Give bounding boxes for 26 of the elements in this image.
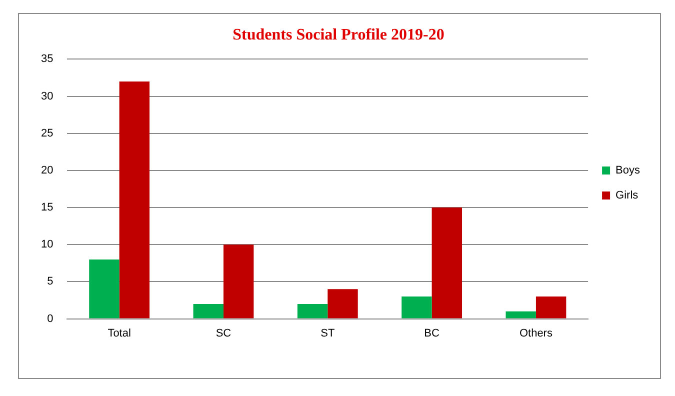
- legend-label: Boys: [616, 164, 640, 177]
- bar: [536, 296, 566, 318]
- y-tick-label: 20: [40, 164, 54, 176]
- x-tick-label: BC: [424, 327, 440, 340]
- y-tick-label: 15: [40, 202, 54, 214]
- bar: [402, 296, 432, 318]
- x-tick-label: SC: [216, 327, 232, 340]
- legend-label: Girls: [616, 190, 639, 202]
- chart-title: Students Social Profile 2019-20: [232, 26, 444, 44]
- x-tick-label: Total: [108, 327, 131, 340]
- y-tick-label: 0: [47, 312, 54, 325]
- bar: [223, 244, 254, 318]
- y-tick-label: 30: [40, 90, 54, 102]
- y-tick-label: 5: [47, 276, 54, 288]
- bar: [328, 289, 358, 318]
- y-tick-label: 35: [40, 53, 54, 66]
- y-tick-label: 25: [40, 127, 54, 140]
- bar: [89, 259, 120, 318]
- bar: [193, 304, 224, 318]
- bar: [432, 208, 462, 318]
- bar: [119, 81, 150, 318]
- y-tick-label: 10: [40, 238, 54, 251]
- bar: [297, 304, 328, 318]
- bar: [506, 311, 536, 318]
- x-tick-label: Others: [519, 327, 553, 340]
- x-tick-label: ST: [320, 327, 335, 340]
